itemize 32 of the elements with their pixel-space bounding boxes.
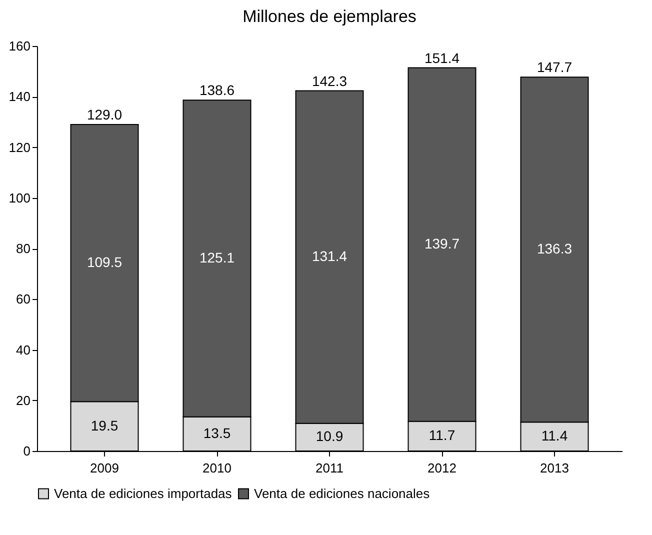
total-label: 129.0: [86, 106, 122, 122]
y-tick-label: 60: [16, 292, 30, 307]
data-label: 10.9: [316, 428, 344, 444]
x-tick-label: 2009: [90, 460, 119, 476]
data-label: 11.4: [541, 428, 568, 444]
legend-label: Venta de ediciones importadas: [54, 486, 232, 501]
x-tick-label: 2013: [540, 460, 569, 476]
x-tick-label: 2011: [316, 460, 344, 476]
y-tick-label: 0: [23, 444, 30, 458]
y-tick-label: 20: [16, 392, 30, 408]
total-label: 142.3: [312, 72, 348, 89]
total-label: 151.4: [424, 50, 460, 66]
x-tick-label: 2012: [428, 460, 456, 476]
y-tick-label: 160: [8, 38, 30, 54]
data-label: 19.5: [90, 417, 118, 434]
legend-label: Venta de ediciones nacionales: [254, 486, 430, 501]
data-label: 13.5: [203, 424, 231, 441]
chart-title: Millones de ejemplares: [242, 7, 416, 26]
y-tick-label: 40: [16, 342, 30, 358]
y-tick-label: 140: [8, 89, 30, 104]
data-label: 11.7: [428, 427, 456, 444]
data-label: 109.5: [86, 254, 122, 270]
total-label: 147.7: [536, 59, 572, 76]
y-tick-label: 100: [8, 190, 30, 206]
x-tick-label: 2010: [202, 460, 232, 476]
total-label: 138.6: [199, 82, 235, 98]
data-label: 136.3: [536, 240, 572, 257]
data-label: 131.4: [312, 248, 348, 264]
data-label: 125.1: [199, 250, 235, 266]
data-label: 139.7: [424, 236, 460, 252]
y-tick-label: 80: [16, 241, 30, 256]
y-tick-label: 120: [8, 140, 30, 155]
